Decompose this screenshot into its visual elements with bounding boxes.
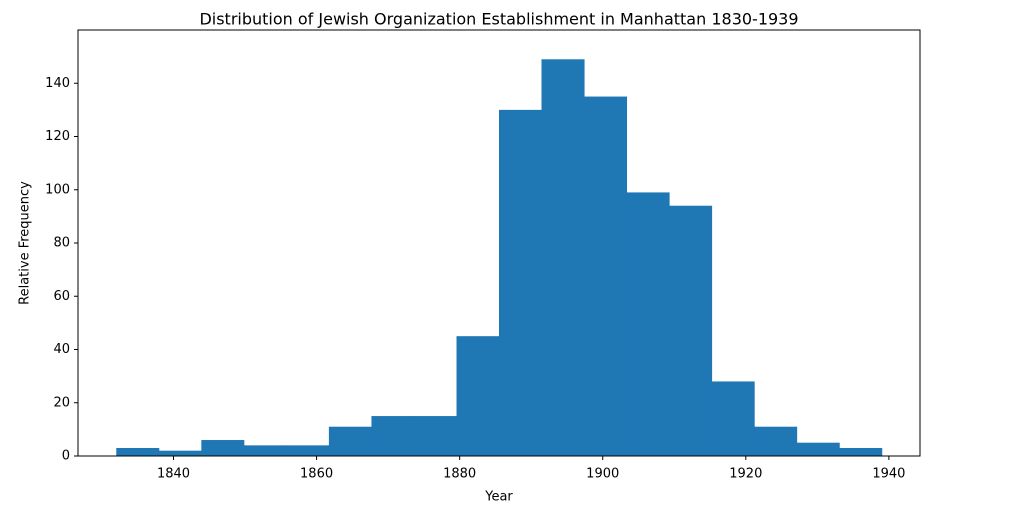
- x-axis-label: Year: [484, 490, 513, 505]
- bar: [754, 426, 798, 456]
- bar: [243, 445, 287, 456]
- x-tick-label: 1940: [872, 467, 905, 482]
- y-axis-label: Relative Frequency: [18, 181, 33, 305]
- bar: [669, 205, 713, 456]
- bar: [371, 416, 415, 456]
- x-tick-label: 1920: [729, 467, 762, 482]
- bar: [626, 192, 670, 456]
- bar: [413, 416, 458, 456]
- x-tick-label: 1900: [586, 467, 619, 482]
- x-tick-label: 1840: [157, 467, 190, 482]
- bar: [286, 445, 330, 456]
- bar: [541, 59, 585, 456]
- bar: [456, 336, 500, 456]
- bar: [158, 450, 202, 456]
- y-tick-label: 20: [53, 395, 70, 410]
- bar: [328, 426, 372, 456]
- y-tick-label: 140: [45, 76, 70, 91]
- bar: [499, 109, 542, 456]
- bar: [839, 448, 883, 456]
- bar: [116, 448, 160, 456]
- y-tick-label: 40: [53, 342, 70, 357]
- bar: [796, 442, 840, 456]
- y-tick-label: 0: [62, 449, 70, 464]
- y-tick-label: 100: [45, 182, 70, 197]
- bar: [711, 381, 755, 456]
- x-tick-label: 1880: [443, 467, 476, 482]
- bar: [584, 96, 628, 456]
- chart-title: Distribution of Jewish Organization Esta…: [199, 10, 798, 29]
- bar: [201, 440, 245, 456]
- y-tick-label: 120: [45, 129, 70, 144]
- x-tick-label: 1860: [300, 467, 333, 482]
- y-tick-label: 60: [53, 289, 70, 304]
- y-tick-label: 80: [53, 236, 70, 251]
